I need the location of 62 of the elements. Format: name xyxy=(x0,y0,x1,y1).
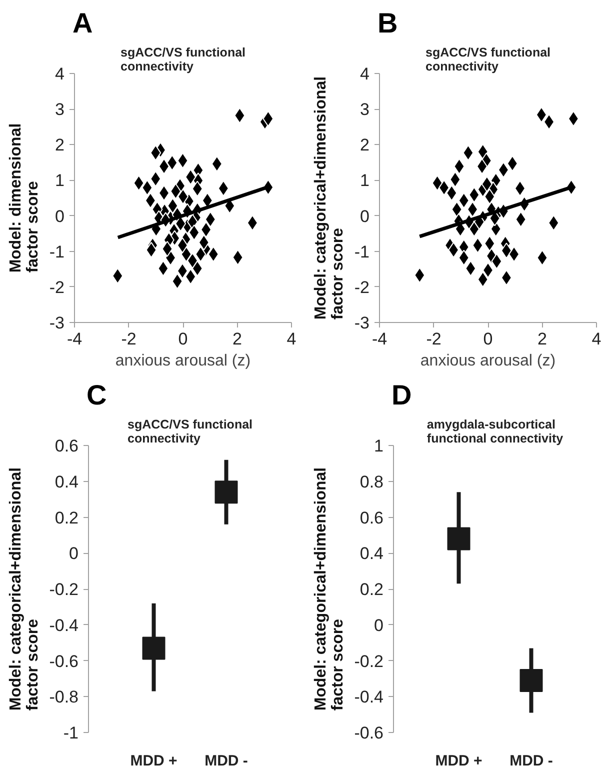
y-tick-label: 3 xyxy=(360,100,370,120)
y-tick-label: 0 xyxy=(69,544,79,564)
y-tick-label: -1 xyxy=(354,242,370,262)
x-tick-label: 4 xyxy=(286,330,296,348)
x-tick-label: 0 xyxy=(483,330,493,348)
y-tick-label: -0.4 xyxy=(49,616,79,635)
y-tick-label: -0.4 xyxy=(354,688,384,707)
x-tick-label: 2 xyxy=(232,330,242,348)
text: A xyxy=(72,8,93,38)
y-tick-label: 0 xyxy=(374,616,384,635)
y-tick-label: 0.6 xyxy=(54,436,79,456)
y-tick-label: 0.2 xyxy=(54,508,79,528)
x-tick-label: -4 xyxy=(66,330,82,348)
y-tick-label: 0.6 xyxy=(360,508,384,528)
y-tick-label: -0.2 xyxy=(49,580,79,599)
x-axis-title: anxious arousal (z) xyxy=(115,352,251,370)
y-tick-label: 0.2 xyxy=(360,580,384,599)
text: C xyxy=(86,380,107,410)
y-tick-label: 1 xyxy=(374,436,384,456)
y-tick-label: 1 xyxy=(55,171,65,190)
chart-title: sgACC/VS functional connectivity xyxy=(425,46,551,74)
y-axis-title: Model: categorical+dimensional factor score xyxy=(312,76,346,320)
x-tick-label: 2 xyxy=(538,330,547,348)
x-tick-label: 4 xyxy=(592,330,602,348)
y-tick-label: 4 xyxy=(360,64,370,84)
y-tick-label: -2 xyxy=(49,278,65,297)
y-tick-label: 4 xyxy=(55,64,65,84)
x-tick-label: -2 xyxy=(426,330,442,348)
chart-title: amygdala-subcortical functional connectivity xyxy=(426,418,564,446)
y-tick-label: -3 xyxy=(49,314,65,332)
x-tick-label: 0 xyxy=(178,330,188,348)
y-tick-label: -1 xyxy=(63,724,79,742)
y-tick-label: 3 xyxy=(55,100,65,120)
y-axis-title: Model: categorical+dimensional factor score xyxy=(312,467,346,711)
x-axis-title: anxious arousal (z) xyxy=(420,352,556,370)
y-tick-label: 2 xyxy=(360,136,370,155)
y-tick-label: -0.8 xyxy=(49,688,79,707)
y-axis-title: Model: categorical+dimensional factor score xyxy=(8,467,42,711)
y-tick-label: 2 xyxy=(55,136,65,155)
y-tick-label: 0.4 xyxy=(54,472,79,492)
y-tick-label: -0.6 xyxy=(354,724,384,742)
y-tick-label: -3 xyxy=(354,314,370,332)
y-tick-label: -1 xyxy=(49,242,65,262)
text: B xyxy=(378,8,398,38)
y-tick-label: 0 xyxy=(55,206,65,226)
y-tick-label: -2 xyxy=(354,278,370,297)
x-tick-label: MDD + xyxy=(435,752,483,770)
y-tick-label: 0 xyxy=(360,206,370,226)
y-axis-title: Model: dimensional factor score xyxy=(8,123,42,273)
x-tick-label: -4 xyxy=(372,330,388,348)
x-tick-label: MDD - xyxy=(204,752,248,770)
y-tick-label: 0.8 xyxy=(360,472,384,492)
y-tick-label: 1 xyxy=(360,171,370,190)
text: D xyxy=(392,380,412,410)
x-tick-label: MDD + xyxy=(130,752,178,770)
chart-title: sgACC/VS functional connectivity xyxy=(127,418,253,446)
y-tick-label: -0.6 xyxy=(49,652,79,671)
y-tick-label: 0.4 xyxy=(360,544,384,564)
y-tick-label: -0.2 xyxy=(354,652,384,671)
chart-title: sgACC/VS functional connectivity xyxy=(120,46,246,74)
x-tick-label: -2 xyxy=(121,330,136,348)
x-tick-label: MDD - xyxy=(510,752,553,770)
